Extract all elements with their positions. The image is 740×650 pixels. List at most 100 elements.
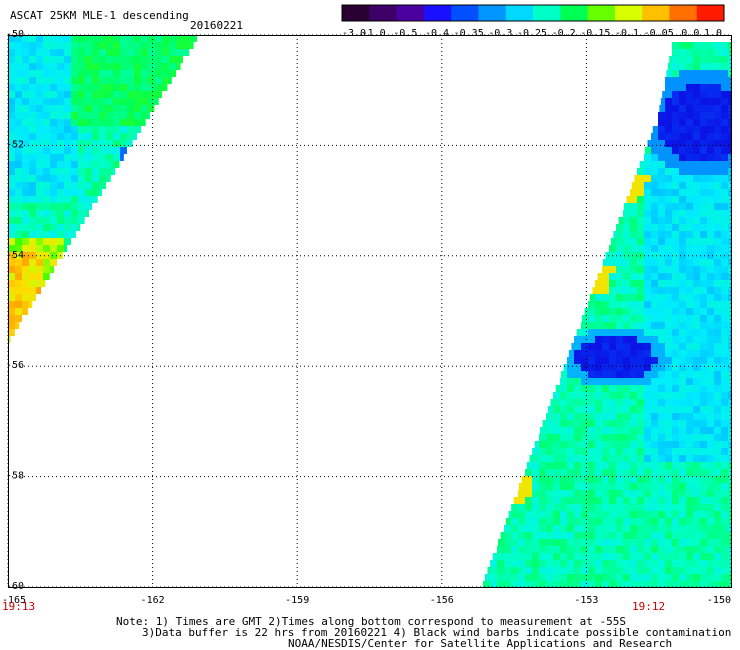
swath-cell [57,133,64,140]
swath-cell [85,105,92,112]
swath-cell [658,259,665,266]
swath-cell [728,42,731,49]
swath-cell [50,56,57,63]
swath-cell [616,448,623,455]
swath-cell [553,504,560,511]
swath-cell [658,154,665,161]
swath-cell [686,196,693,203]
swath-cell [141,112,148,119]
swath-cell [714,490,721,497]
swath-cell [616,525,623,532]
swath-cell [658,175,665,182]
swath-cell [43,196,50,203]
swath-cell [609,420,616,427]
swath-cell [700,91,707,98]
swath-cell [714,161,721,168]
swath-cell [644,273,651,280]
swath-cell [43,56,50,63]
swath-cell [644,504,651,511]
swath-cell [497,560,504,567]
swath-cell [567,483,574,490]
swath-cell [630,490,637,497]
swath-cell [78,203,85,210]
swath-cell [637,322,644,329]
swath-cell [714,455,721,462]
swath-cell [665,413,672,420]
swath-cell [639,161,644,168]
swath-cell [658,378,665,385]
swath-cell [106,175,111,182]
swath-cell [630,343,637,350]
swath-cell [560,490,567,497]
swath-cell [658,455,665,462]
swath-cell [71,133,78,140]
swath-cell [15,203,22,210]
swath-cell [518,574,525,581]
swath-cell [50,259,57,266]
swath-cell [637,364,644,371]
swath-cell [85,154,92,161]
swath-cell [651,301,658,308]
swath-cell [511,518,518,525]
swath-cell [560,469,567,476]
swath-cell [616,385,623,392]
swath-cell [714,231,721,238]
swath-cell [581,546,588,553]
swath-cell [64,168,71,175]
swath-cell [665,441,672,448]
swath-cell [71,168,78,175]
swath-cell [546,553,553,560]
swath-cell [644,301,651,308]
swath-cell [623,245,630,252]
swath-cell [651,224,658,231]
swath-cell [672,385,679,392]
swath-cell [616,294,623,301]
swath-cell [57,182,64,189]
swath-cell [616,469,623,476]
swath-cell [43,210,50,217]
swath-cell [57,84,64,91]
swath-cell [630,385,637,392]
swath-cell [707,203,714,210]
swath-cell [169,42,176,49]
swath-cell [714,567,721,574]
swath-cell [658,287,665,294]
swath-cell [8,224,15,231]
swath-cell [8,259,15,266]
swath-cell [553,406,560,413]
swath-cell [57,63,64,70]
swath-cell [686,581,693,588]
swath-cell [29,91,36,98]
swath-cell [693,147,700,154]
swath-cell [616,231,623,238]
swath-cell [672,399,679,406]
swath-cell [672,56,679,63]
swath-cell [602,420,609,427]
swath-cell [658,357,665,364]
swath-cell [728,245,731,252]
swath-cell [714,217,721,224]
swath-cell [553,567,560,574]
swath-cell [672,119,679,126]
swath-cell [672,455,679,462]
swath-cell [616,266,623,273]
swath-cell [672,133,679,140]
swath-cell [78,112,85,119]
swath-cell [658,322,665,329]
swath-cell [686,455,693,462]
swath-cell [64,91,71,98]
swath-cell [602,546,609,553]
swath-cell [595,315,602,322]
swath-cell [665,203,672,210]
swath-cell [50,84,57,91]
swath-cell [623,224,630,231]
swath-cell [602,518,609,525]
swath-cell [15,56,22,63]
swath-cell [728,553,731,560]
swath-cell [721,329,728,336]
swath-cell [658,546,665,553]
swath-cell [693,441,700,448]
swath-cell [99,175,106,182]
swath-cell [728,574,731,581]
swath-cell [728,287,731,294]
